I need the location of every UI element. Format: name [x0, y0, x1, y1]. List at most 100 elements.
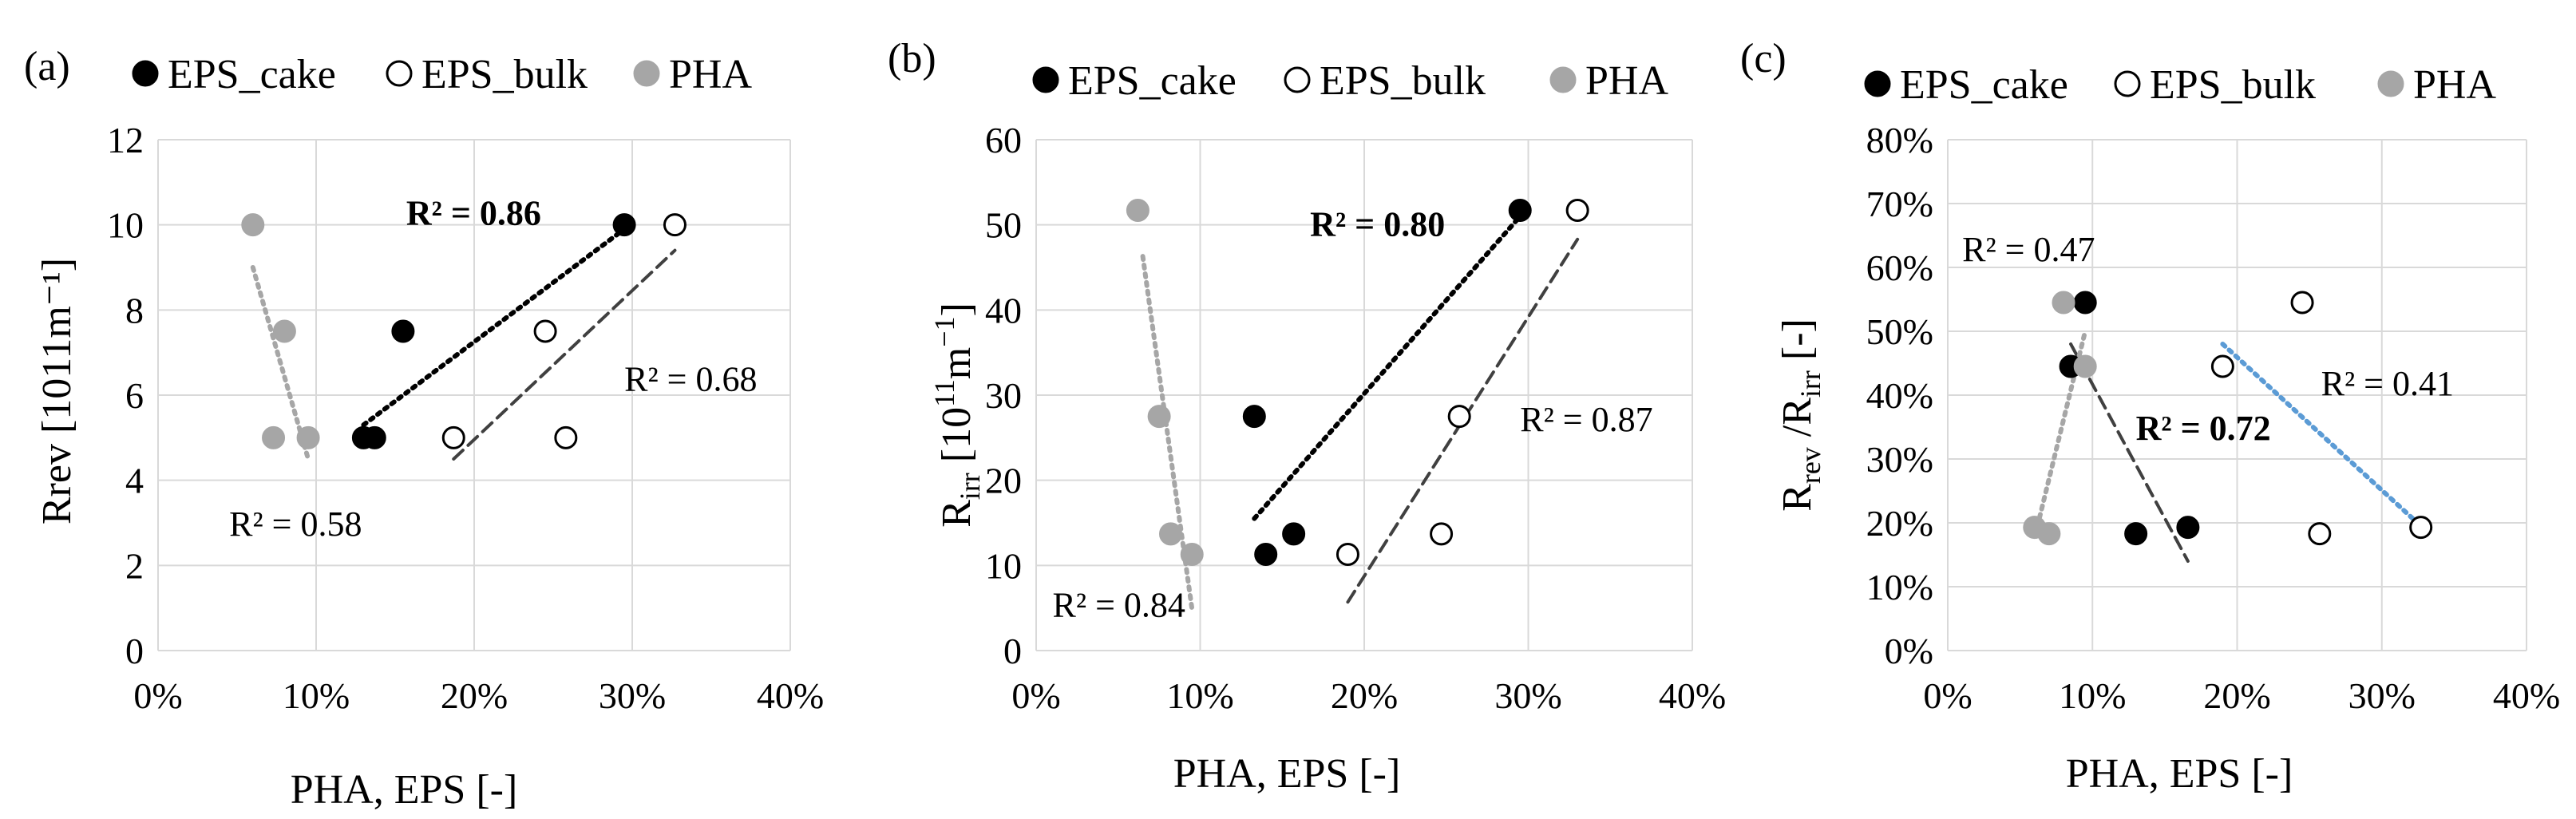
point-a-eps-cake-1: [362, 425, 386, 449]
point-a-eps-bulk-1: [533, 319, 557, 343]
trendline-b-eps-cake: [1252, 214, 1523, 521]
x-tick-label-b-2: 20%: [1331, 675, 1398, 716]
legend-a-pha-marker: [633, 60, 660, 87]
trendline-a-pha: [250, 265, 311, 461]
panel-b: (b) EPS_cake EPS_bulk PHA 01020304050600…: [888, 36, 1726, 797]
x-tick-label-c-2: 20%: [2203, 675, 2270, 716]
point-c-eps-cake-3: [2176, 516, 2200, 540]
x-tick-label-c-1: 10%: [2059, 675, 2126, 716]
points-c: [2023, 291, 2433, 546]
r2-label-c-eps-cake: R² = 0.72: [2136, 409, 2271, 448]
legend-c-eps-bulk-marker: [2114, 70, 2141, 97]
point-a-pha-1: [272, 319, 296, 343]
point-c-eps-bulk-2: [2308, 522, 2332, 546]
legend-b-pha-label: PHA: [1585, 58, 1668, 104]
r2-label-b-eps-bulk: R² = 0.87: [1520, 400, 1652, 439]
point-a-pha-2: [262, 425, 286, 449]
point-b-pha-3: [1180, 542, 1204, 566]
point-c-pha-2: [2052, 291, 2075, 315]
point-b-eps-cake-3: [1508, 199, 1532, 223]
x-tick-label-b-0: 0%: [1011, 675, 1060, 716]
grid-b: [1035, 139, 1693, 651]
point-c-eps-cake-1: [2073, 291, 2097, 315]
y-tick-label-c-4: 40%: [1866, 375, 1933, 416]
y-axis-title-b-pre: [10: [934, 407, 979, 473]
y-axis-title-b-mid: m: [934, 347, 979, 379]
r2-label-a-eps-bulk: R² = 0.68: [624, 360, 757, 399]
point-c-pha-1: [2037, 522, 2061, 546]
point-b-eps-cake-1: [1254, 542, 1278, 566]
y-tick-label-c-1: 10%: [1866, 567, 1933, 607]
points-b: [1126, 199, 1589, 566]
ticks-c: 0% 10% 20% 30% 40% 50% 60% 70% 80% 0% 10% 20% 30% 40%: [1866, 120, 2560, 716]
y-axis-title-b-sup2: −1: [928, 316, 960, 346]
y-axis-title-b: Rirr [1011m−1]: [928, 303, 986, 528]
legend-c-pha-label: PHA: [2413, 62, 2496, 108]
x-axis-title-c: PHA, EPS [-]: [2066, 751, 2293, 797]
r2-labels-c: R² = 0.72 R² = 0.41 R² = 0.47: [1962, 230, 2454, 448]
point-a-eps-bulk-3: [663, 213, 687, 237]
x-tick-label-a-2: 20%: [441, 675, 508, 716]
point-c-eps-bulk-1: [2290, 291, 2314, 315]
point-b-pha-1: [1147, 405, 1171, 429]
y-tick-label-b-4: 40: [985, 290, 1022, 330]
point-c-eps-bulk-0: [2210, 354, 2234, 378]
r2-labels-a: R² = 0.86 R² = 0.68 R² = 0.58: [229, 194, 757, 544]
r2-label-c-eps-bulk: R² = 0.41: [2321, 364, 2454, 403]
point-b-pha-0: [1126, 199, 1150, 223]
trendline-c-eps-bulk: [2220, 342, 2424, 528]
y-axis-title-c: Rrev /Rirr [-]: [1775, 318, 1826, 512]
y-tick-label-a-2: 4: [125, 461, 144, 501]
point-a-eps-cake-2: [391, 319, 415, 343]
panel-label-a: (a): [24, 44, 70, 89]
r2-label-b-eps-cake: R² = 0.80: [1310, 205, 1445, 244]
x-tick-label-b-4: 40%: [1659, 675, 1726, 716]
y-tick-label-c-8: 80%: [1866, 120, 1933, 160]
y-axis-title-c-sub2: irr: [1794, 370, 1826, 398]
legend-b-eps-cake-label: EPS_cake: [1068, 58, 1237, 104]
legend-a-eps-bulk-marker: [386, 60, 413, 87]
trendline-a-eps-cake: [361, 227, 627, 428]
y-axis-title-b-sub: irr: [954, 473, 986, 500]
y-tick-label-b-0: 0: [1003, 631, 1022, 671]
legend-a-eps-cake-label: EPS_cake: [168, 52, 336, 97]
trendline-c-eps-cake: [2069, 342, 2190, 563]
x-axis-title-b: PHA, EPS [-]: [1173, 751, 1401, 797]
point-c-eps-bulk-3: [2409, 516, 2433, 540]
x-tick-label-c-0: 0%: [1923, 675, 1972, 716]
x-tick-label-a-0: 0%: [133, 675, 182, 716]
point-a-pha-3: [296, 425, 320, 449]
y-tick-label-a-1: 2: [125, 545, 144, 586]
point-a-pha-0: [241, 213, 265, 237]
y-tick-label-c-3: 30%: [1866, 439, 1933, 480]
r2-labels-b: R² = 0.80 R² = 0.87 R² = 0.84: [1053, 205, 1653, 625]
legend-a: EPS_cake EPS_bulk PHA: [132, 52, 752, 97]
y-axis-title-b-post: ]: [934, 303, 979, 316]
r2-label-b-pha: R² = 0.84: [1053, 585, 1185, 624]
panel-c: (c) EPS_cake EPS_bulk PHA 0% 10% 20% 30% 40%…: [1740, 36, 2560, 797]
y-tick-label-c-7: 70%: [1866, 184, 1933, 224]
x-axis-title-a: PHA, EPS [-]: [291, 767, 518, 813]
y-tick-label-c-6: 60%: [1866, 247, 1933, 288]
y-tick-label-b-5: 50: [985, 205, 1022, 246]
trendline-b-eps-bulk: [1346, 237, 1580, 604]
grid-c: [1947, 139, 2527, 651]
point-a-eps-bulk-2: [554, 425, 578, 449]
point-a-eps-bulk-0: [441, 425, 465, 449]
trendline-a-eps-bulk: [452, 248, 677, 461]
legend-a-eps-bulk-label: EPS_bulk: [421, 52, 588, 97]
legend-c-eps-cake-marker: [1864, 70, 1891, 97]
legend-b: EPS_cake EPS_bulk PHA: [1032, 58, 1668, 104]
legend-c: EPS_cake EPS_bulk PHA: [1864, 62, 2496, 108]
legend-b-pha-marker: [1549, 66, 1577, 93]
y-axis-title-c-post: [-]: [1775, 318, 1820, 370]
y-axis-title-b-sup1: 11: [928, 379, 960, 407]
x-tick-label-b-1: 10%: [1166, 675, 1233, 716]
legend-b-eps-bulk-marker: [1284, 66, 1311, 93]
point-b-eps-cake-2: [1282, 522, 1306, 546]
point-b-pha-2: [1159, 522, 1183, 546]
legend-b-eps-cake-marker: [1032, 66, 1059, 93]
y-tick-label-b-3: 30: [985, 375, 1022, 416]
legend-b-eps-bulk-label: EPS_bulk: [1320, 58, 1486, 104]
